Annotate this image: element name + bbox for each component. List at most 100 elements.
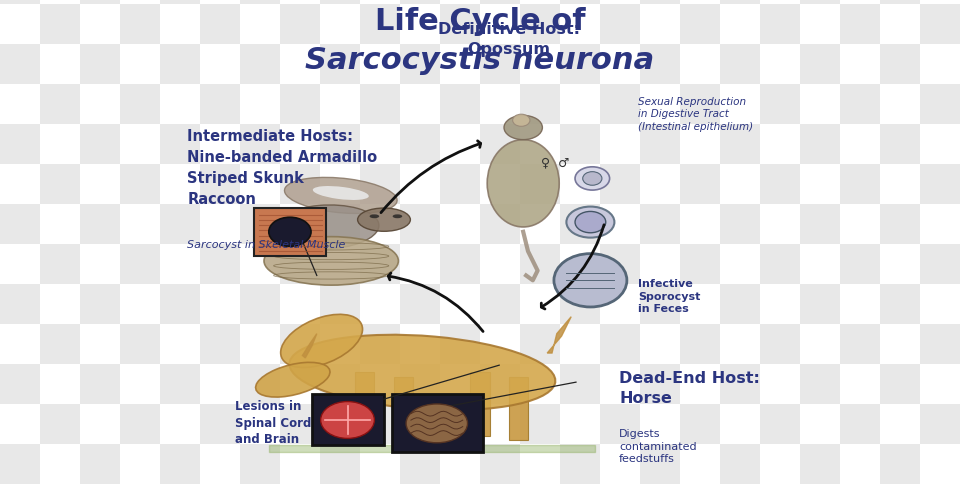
Bar [40, 404, 80, 444]
Bar [240, 125, 280, 165]
Bar [800, 244, 840, 285]
Bar [840, 45, 880, 85]
Bar [440, 125, 480, 165]
Bar [600, 444, 640, 484]
Bar [160, 444, 200, 484]
Bar [0, 5, 40, 45]
Bar [200, 444, 240, 484]
Bar [400, 125, 440, 165]
Bar [600, 364, 640, 404]
Bar [0, 244, 40, 285]
Bar [0, 364, 40, 404]
Bar [720, 45, 760, 85]
Bar [560, 444, 600, 484]
Bar [120, 404, 160, 444]
Bar [400, 85, 440, 125]
Bar [200, 0, 240, 5]
Bar [480, 444, 520, 484]
Bar [120, 0, 160, 5]
Bar [200, 205, 240, 244]
Bar [280, 125, 320, 165]
Bar [880, 165, 920, 205]
Bar [600, 324, 640, 364]
Bar [400, 45, 440, 85]
Bar [600, 404, 640, 444]
Bar [600, 45, 640, 85]
Bar [80, 45, 120, 85]
Bar [920, 0, 960, 5]
Bar [880, 45, 920, 85]
Bar [560, 165, 600, 205]
Bar [0, 165, 40, 205]
Bar [320, 5, 360, 45]
Bar [880, 404, 920, 444]
Bar [440, 364, 480, 404]
Bar [80, 85, 120, 125]
Bar [440, 244, 480, 285]
Bar [840, 285, 880, 324]
Bar [320, 444, 360, 484]
Bar [680, 45, 720, 85]
Bar [360, 244, 400, 285]
Bar [760, 364, 800, 404]
Bar [40, 0, 80, 5]
Bar [680, 404, 720, 444]
Bar [720, 0, 760, 5]
Bar [800, 45, 840, 85]
Bar [560, 285, 600, 324]
Bar [160, 0, 200, 5]
FancyBboxPatch shape [312, 394, 384, 445]
Bar [600, 5, 640, 45]
Bar [280, 244, 320, 285]
Bar [320, 205, 360, 244]
Bar [40, 45, 80, 85]
Bar [520, 285, 560, 324]
Bar [840, 244, 880, 285]
Bar [600, 285, 640, 324]
Bar [200, 285, 240, 324]
Bar [760, 125, 800, 165]
Bar [480, 45, 520, 85]
Ellipse shape [554, 254, 627, 307]
Bar [720, 125, 760, 165]
Bar [440, 165, 480, 205]
Bar [880, 85, 920, 125]
Bar [0, 444, 40, 484]
Ellipse shape [575, 167, 610, 191]
Bar [680, 285, 720, 324]
Bar [40, 324, 80, 364]
Bar [280, 205, 320, 244]
Bar [720, 205, 760, 244]
Bar [400, 404, 440, 444]
Ellipse shape [280, 315, 363, 368]
Bar [920, 5, 960, 45]
Bar [200, 85, 240, 125]
Bar [360, 85, 400, 125]
Bar [680, 324, 720, 364]
Bar [920, 444, 960, 484]
Bar [0, 85, 40, 125]
Bar [80, 244, 120, 285]
Bar [40, 125, 80, 165]
Bar [320, 0, 360, 5]
Ellipse shape [393, 215, 402, 219]
Bar [360, 0, 400, 5]
Bar [80, 165, 120, 205]
Bar [240, 165, 280, 205]
Ellipse shape [406, 404, 468, 443]
Ellipse shape [575, 212, 606, 233]
Bar [640, 125, 680, 165]
Bar [920, 244, 960, 285]
Bar [40, 444, 80, 484]
Bar [0, 205, 40, 244]
Text: ♀  ♂: ♀ ♂ [540, 156, 569, 168]
Bar [280, 364, 320, 404]
Bar [840, 165, 880, 205]
Bar [160, 205, 200, 244]
Bar [800, 444, 840, 484]
Bar [600, 165, 640, 205]
Bar [760, 205, 800, 244]
Bar [520, 364, 560, 404]
Bar [400, 5, 440, 45]
Bar [680, 205, 720, 244]
